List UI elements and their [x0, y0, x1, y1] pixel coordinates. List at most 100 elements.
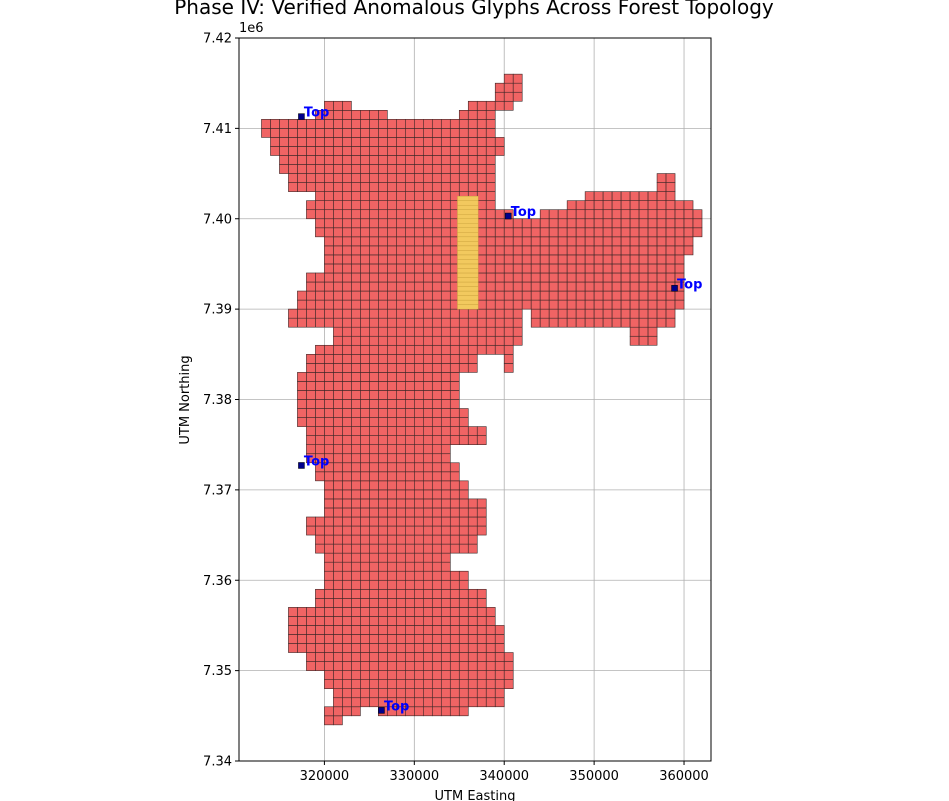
grid-cell	[387, 426, 397, 436]
grid-cell	[396, 209, 406, 220]
grid-cell	[405, 146, 415, 156]
grid-cell	[431, 417, 442, 427]
grid-cell	[351, 290, 361, 301]
grid-cell	[494, 272, 505, 283]
grid-cell	[476, 426, 487, 436]
grid-cell	[611, 200, 622, 211]
grid-cell	[422, 706, 433, 717]
grid-cell	[342, 390, 352, 400]
grid-cell	[369, 173, 379, 183]
grid-cell	[378, 173, 388, 183]
grid-cell	[449, 426, 460, 436]
grid-cell	[324, 408, 334, 418]
grid-cell	[485, 670, 496, 680]
grid-cell	[333, 516, 343, 527]
grid-cell	[324, 616, 334, 626]
grid-cell	[342, 254, 352, 265]
grid-cell	[449, 652, 460, 662]
grid-cell	[315, 182, 325, 192]
grid-cell	[369, 254, 379, 265]
grid-cell	[449, 381, 460, 391]
grid-cell	[306, 408, 316, 418]
grid-cell	[485, 308, 496, 319]
grid-cell	[387, 236, 397, 247]
grid-cell	[431, 498, 442, 509]
grid-cell	[440, 607, 451, 617]
grid-cell	[431, 326, 442, 337]
grid-cell	[360, 598, 370, 608]
highlight-cell	[457, 254, 479, 260]
grid-cell	[351, 173, 361, 183]
grid-cell	[584, 209, 595, 220]
grid-cell	[566, 200, 577, 211]
grid-cell	[396, 670, 406, 680]
grid-cell	[476, 516, 487, 527]
grid-cell	[638, 191, 649, 201]
grid-cell	[342, 688, 352, 699]
grid-cell	[387, 317, 397, 328]
grid-cell	[351, 128, 361, 138]
grid-cell	[431, 155, 442, 165]
grid-cell	[306, 209, 316, 220]
grid-cell	[458, 119, 469, 129]
grid-cell	[342, 534, 352, 545]
grid-cell	[440, 561, 451, 572]
grid-cell	[333, 697, 343, 708]
highlight-cell	[457, 218, 479, 224]
grid-cell	[584, 218, 595, 229]
grid-cell	[476, 146, 487, 156]
grid-cell	[494, 281, 505, 292]
grid-cell	[557, 209, 568, 220]
grid-cell	[405, 417, 415, 427]
grid-cell	[297, 625, 307, 635]
top-markers	[298, 113, 678, 714]
grid-cell	[342, 335, 352, 346]
grid-cell	[396, 634, 406, 644]
grid-cell	[458, 598, 469, 608]
grid-cell	[378, 326, 388, 337]
grid-cell	[467, 598, 478, 608]
grid-cell	[422, 254, 433, 265]
grid-cell	[440, 236, 451, 247]
grid-cell	[387, 444, 397, 455]
grid-cell	[647, 335, 658, 346]
grid-cell	[351, 146, 361, 156]
grid-cell	[342, 489, 352, 500]
grid-cell	[387, 643, 397, 653]
grid-cell	[638, 299, 649, 310]
grid-cell	[360, 335, 370, 346]
grid-cell	[306, 616, 316, 626]
grid-cell	[611, 272, 622, 283]
grid-cell	[512, 82, 523, 93]
grid-cell	[333, 670, 343, 680]
grid-cell	[440, 588, 451, 599]
grid-cell	[396, 326, 406, 337]
grid-cell	[458, 344, 469, 355]
grid-cell	[405, 543, 415, 554]
grid-cell	[396, 661, 406, 671]
grid-cell	[387, 344, 397, 355]
grid-cell	[405, 471, 415, 482]
grid-cell	[467, 164, 478, 174]
grid-cell	[449, 534, 460, 545]
grid-cell	[360, 272, 370, 283]
grid-cell	[378, 552, 388, 563]
grid-cell	[602, 236, 613, 247]
grid-cell	[503, 354, 514, 364]
grid-cell	[360, 507, 370, 518]
grid-cell	[378, 408, 388, 418]
grid-cell	[476, 335, 487, 346]
grid-cell	[378, 200, 388, 211]
grid-cell	[405, 588, 415, 599]
grid-cell	[467, 182, 478, 192]
grid-cell	[405, 263, 415, 274]
grid-cell	[306, 372, 316, 382]
grid-cell	[387, 128, 397, 138]
grid-cell	[306, 299, 316, 310]
grid-cell	[405, 426, 415, 436]
grid-cell	[360, 119, 370, 129]
grid-cell	[306, 399, 316, 409]
grid-cell	[315, 281, 325, 292]
grid-cell	[306, 625, 316, 635]
grid-cell	[324, 344, 334, 355]
